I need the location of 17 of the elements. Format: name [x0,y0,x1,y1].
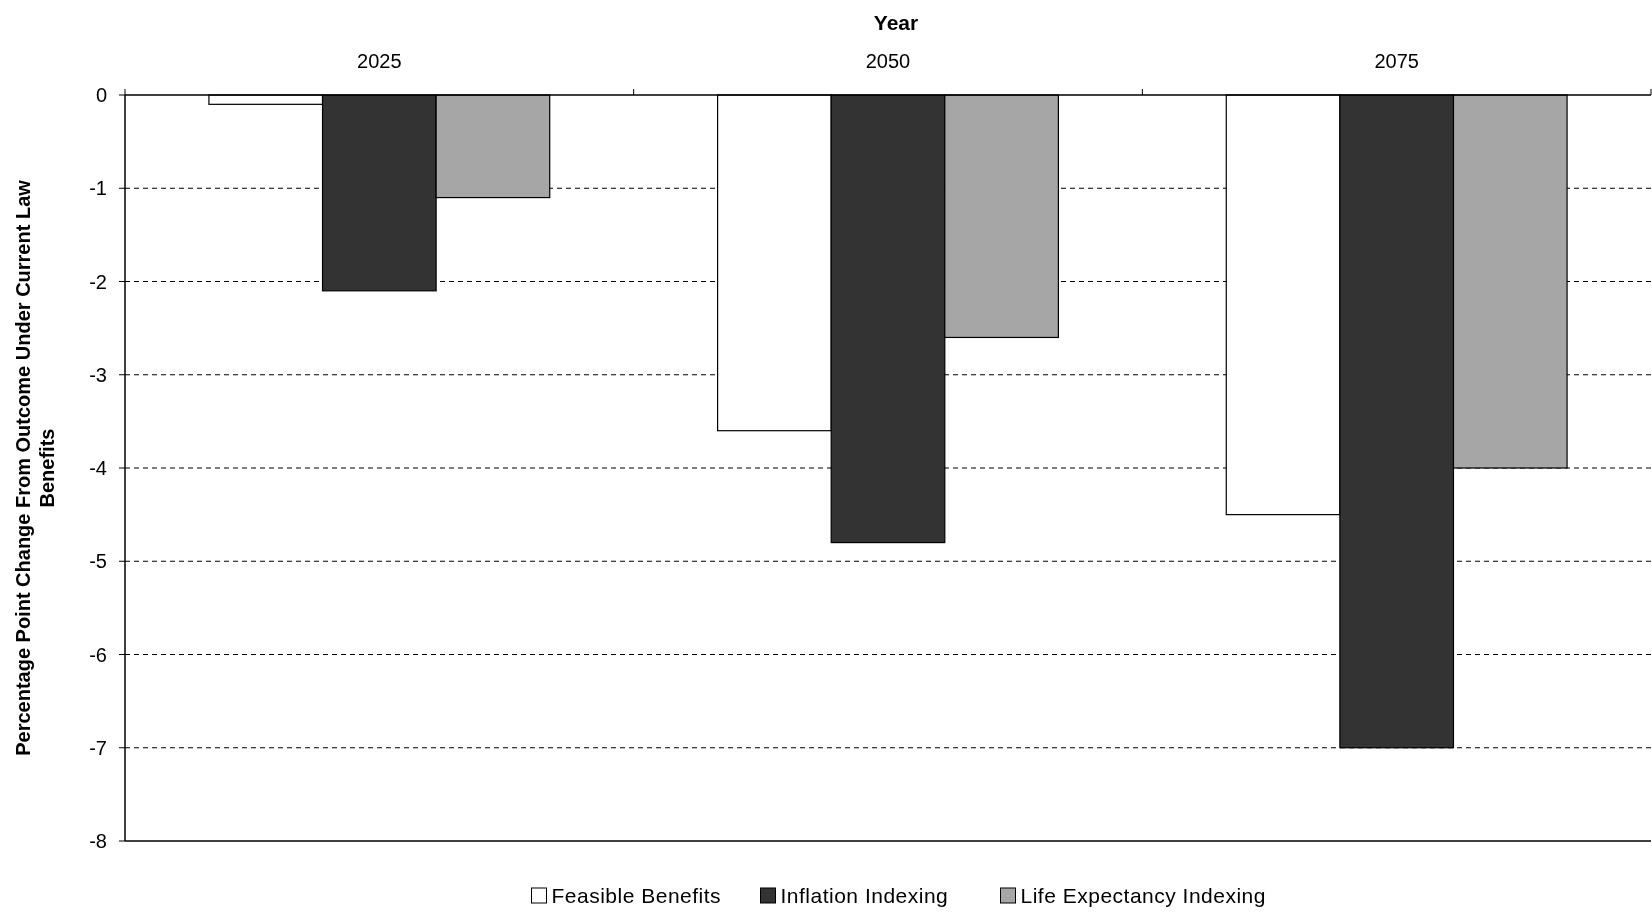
legend-label: Feasible Benefits [551,884,722,908]
y-tick-label: -4 [89,457,107,479]
y-tick-label: -8 [89,830,107,852]
legend-label: Life Expectancy Indexing [1020,884,1266,908]
y-tick-label: 0 [95,84,107,106]
x-tick-label: 2050 [865,50,911,72]
x-tick-label: 2025 [357,50,402,72]
y-tick-label: -2 [89,270,107,293]
y-tick-label: -3 [89,363,107,386]
x-tick-label: 2075 [1374,50,1419,72]
x-axis-title: Year [873,11,919,34]
y-tick-label: -1 [89,177,107,200]
legend-label: Inflation Indexing [780,884,949,908]
y-tick-label: -5 [89,550,107,573]
y-tick-label: -7 [89,736,107,759]
y-axis-title: Percentage Point Change From Outcome Under Current Law Benefits [12,179,58,756]
y-tick-label: -6 [89,643,107,666]
